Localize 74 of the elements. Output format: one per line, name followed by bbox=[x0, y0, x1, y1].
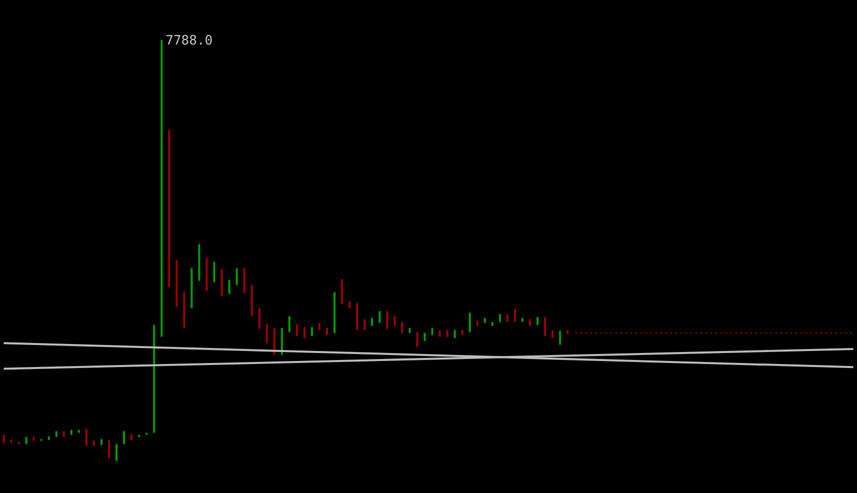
candlestick bbox=[521, 318, 524, 322]
candlestick bbox=[401, 322, 404, 334]
candlestick bbox=[228, 280, 230, 294]
candlestick bbox=[108, 440, 110, 458]
candlestick bbox=[536, 317, 538, 326]
candlestick bbox=[123, 431, 126, 444]
candlestick bbox=[55, 431, 58, 438]
candlestick bbox=[559, 330, 562, 345]
candlestick bbox=[431, 328, 434, 336]
candlestick bbox=[48, 436, 50, 440]
candlestick bbox=[206, 258, 208, 291]
candlestick bbox=[318, 322, 320, 330]
candlestick bbox=[416, 332, 418, 347]
candlestick bbox=[85, 429, 88, 446]
candlestick bbox=[280, 328, 283, 355]
candlestick bbox=[438, 330, 441, 337]
candlestick bbox=[371, 318, 374, 326]
candlestick bbox=[213, 262, 216, 282]
candlestick bbox=[356, 303, 358, 330]
candlestick bbox=[566, 330, 569, 334]
candlestick bbox=[198, 244, 200, 281]
candlestick bbox=[544, 317, 546, 336]
candlestick bbox=[386, 311, 388, 329]
candlestick bbox=[394, 316, 396, 326]
candlestick bbox=[176, 260, 178, 307]
candlestick bbox=[138, 434, 140, 438]
candlestick bbox=[476, 320, 478, 326]
candlestick bbox=[484, 318, 486, 323]
candlestick bbox=[461, 330, 464, 336]
candlestick bbox=[183, 292, 186, 328]
candlestick bbox=[552, 330, 554, 338]
candlestick bbox=[341, 279, 344, 304]
candlestick bbox=[130, 434, 133, 440]
candlestick bbox=[236, 268, 238, 286]
candlestick bbox=[190, 268, 193, 308]
candlestick bbox=[326, 328, 328, 336]
candlestick bbox=[446, 330, 448, 337]
candlestick bbox=[25, 437, 28, 444]
candlestick bbox=[424, 333, 426, 342]
candlestick bbox=[266, 324, 268, 344]
candlestick bbox=[303, 327, 306, 338]
candlestick bbox=[296, 324, 298, 336]
candlestick bbox=[168, 130, 170, 288]
candlestick bbox=[32, 437, 35, 441]
candlestick bbox=[70, 430, 72, 435]
candlestick bbox=[2, 434, 5, 443]
candlestick bbox=[153, 325, 156, 433]
candlestick bbox=[92, 440, 95, 446]
candlestick bbox=[62, 431, 65, 438]
candlestick bbox=[506, 314, 508, 322]
candlestick bbox=[160, 40, 163, 337]
candlestick bbox=[514, 309, 516, 322]
candlestick bbox=[348, 301, 351, 308]
candlestick bbox=[468, 312, 471, 332]
candlestick bbox=[310, 327, 313, 336]
annotation: 7788.0 bbox=[166, 34, 213, 49]
candlestick bbox=[100, 439, 102, 445]
candlestick bbox=[528, 319, 531, 326]
candlestick bbox=[491, 322, 494, 326]
candlestick bbox=[454, 330, 456, 338]
candlestick bbox=[378, 311, 381, 323]
candlestick bbox=[116, 444, 118, 461]
candlestick bbox=[220, 269, 223, 296]
candlestick bbox=[250, 285, 253, 316]
candlestick bbox=[288, 316, 290, 332]
candlestick bbox=[258, 308, 260, 329]
candlestick bbox=[334, 292, 336, 334]
candlestick bbox=[243, 268, 246, 294]
candlestick bbox=[273, 328, 276, 355]
candlestick bbox=[10, 440, 12, 443]
candlestick bbox=[498, 314, 501, 322]
candlestick bbox=[408, 328, 411, 334]
candlestick bbox=[364, 319, 366, 330]
candlestick bbox=[78, 430, 80, 433]
